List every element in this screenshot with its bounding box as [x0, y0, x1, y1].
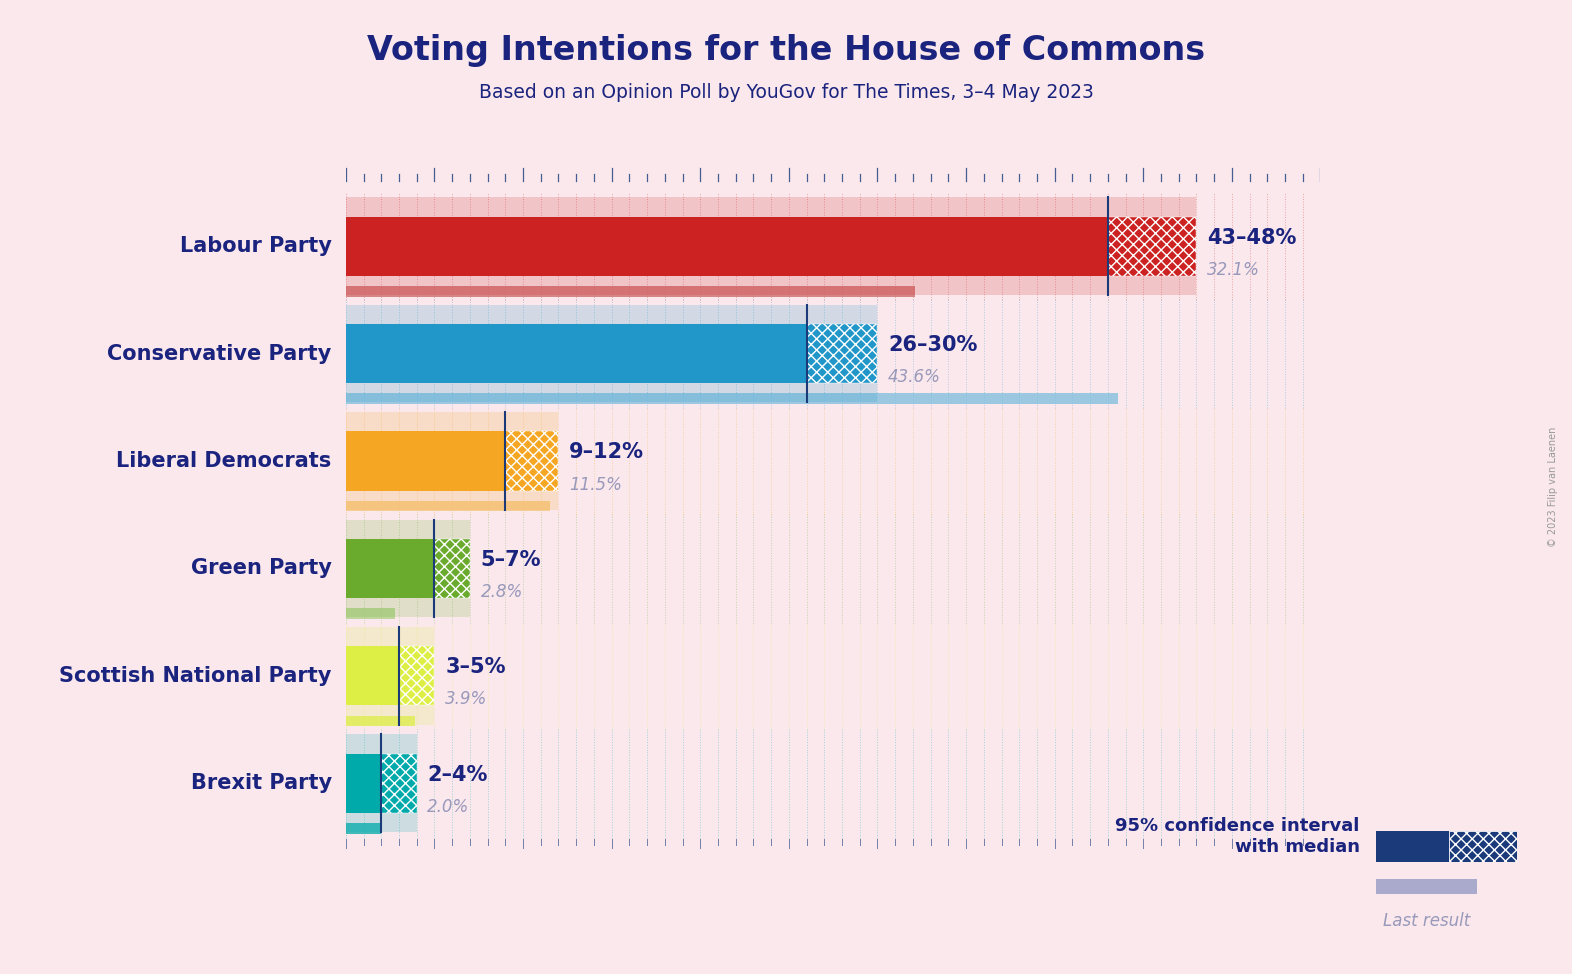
Bar	[346, 393, 1118, 404]
Bar	[346, 519, 470, 618]
Bar	[806, 324, 877, 383]
Bar	[346, 216, 1108, 276]
Text: 43.6%: 43.6%	[888, 368, 942, 387]
Text: Labour Party: Labour Party	[179, 236, 332, 256]
Text: 3–5%: 3–5%	[445, 657, 506, 677]
Bar	[505, 431, 558, 491]
Text: 2.8%: 2.8%	[481, 583, 523, 601]
Text: 95% confidence interval
with median: 95% confidence interval with median	[1116, 817, 1360, 856]
Bar	[346, 627, 434, 725]
Text: 9–12%: 9–12%	[569, 442, 645, 463]
Text: Conservative Party: Conservative Party	[107, 344, 332, 363]
Bar	[346, 754, 382, 813]
Text: Last result: Last result	[1383, 912, 1470, 929]
Text: Brexit Party: Brexit Party	[190, 773, 332, 793]
Text: Voting Intentions for the House of Commons: Voting Intentions for the House of Commo…	[366, 34, 1206, 67]
Text: 2.0%: 2.0%	[428, 798, 470, 816]
Text: 43–48%: 43–48%	[1207, 228, 1297, 247]
Bar	[1108, 216, 1196, 276]
Bar	[382, 754, 417, 813]
Bar	[346, 823, 382, 834]
Text: 3.9%: 3.9%	[445, 691, 487, 708]
Bar	[346, 647, 399, 705]
Text: 32.1%: 32.1%	[1207, 261, 1259, 279]
Bar	[346, 501, 550, 511]
Bar	[346, 734, 417, 832]
Text: 5–7%: 5–7%	[481, 550, 541, 570]
Bar	[1449, 831, 1517, 862]
Text: Liberal Democrats: Liberal Democrats	[116, 451, 332, 471]
Bar	[346, 608, 396, 618]
Bar	[346, 412, 558, 509]
Bar	[346, 716, 415, 727]
Bar	[346, 539, 434, 598]
Bar	[346, 198, 1196, 295]
Bar	[399, 647, 434, 705]
Bar	[434, 539, 470, 598]
Bar	[346, 324, 806, 383]
Text: 2–4%: 2–4%	[428, 765, 487, 785]
Bar	[346, 286, 915, 297]
Text: 11.5%: 11.5%	[569, 475, 623, 494]
Text: 26–30%: 26–30%	[888, 335, 978, 355]
Text: Based on an Opinion Poll by YouGov for The Times, 3–4 May 2023: Based on an Opinion Poll by YouGov for T…	[478, 83, 1094, 102]
Text: Scottish National Party: Scottish National Party	[60, 666, 332, 686]
Bar	[346, 305, 877, 402]
Text: Green Party: Green Party	[190, 558, 332, 579]
Bar	[1376, 831, 1449, 862]
Bar	[346, 431, 505, 491]
Text: © 2023 Filip van Laenen: © 2023 Filip van Laenen	[1548, 427, 1558, 547]
